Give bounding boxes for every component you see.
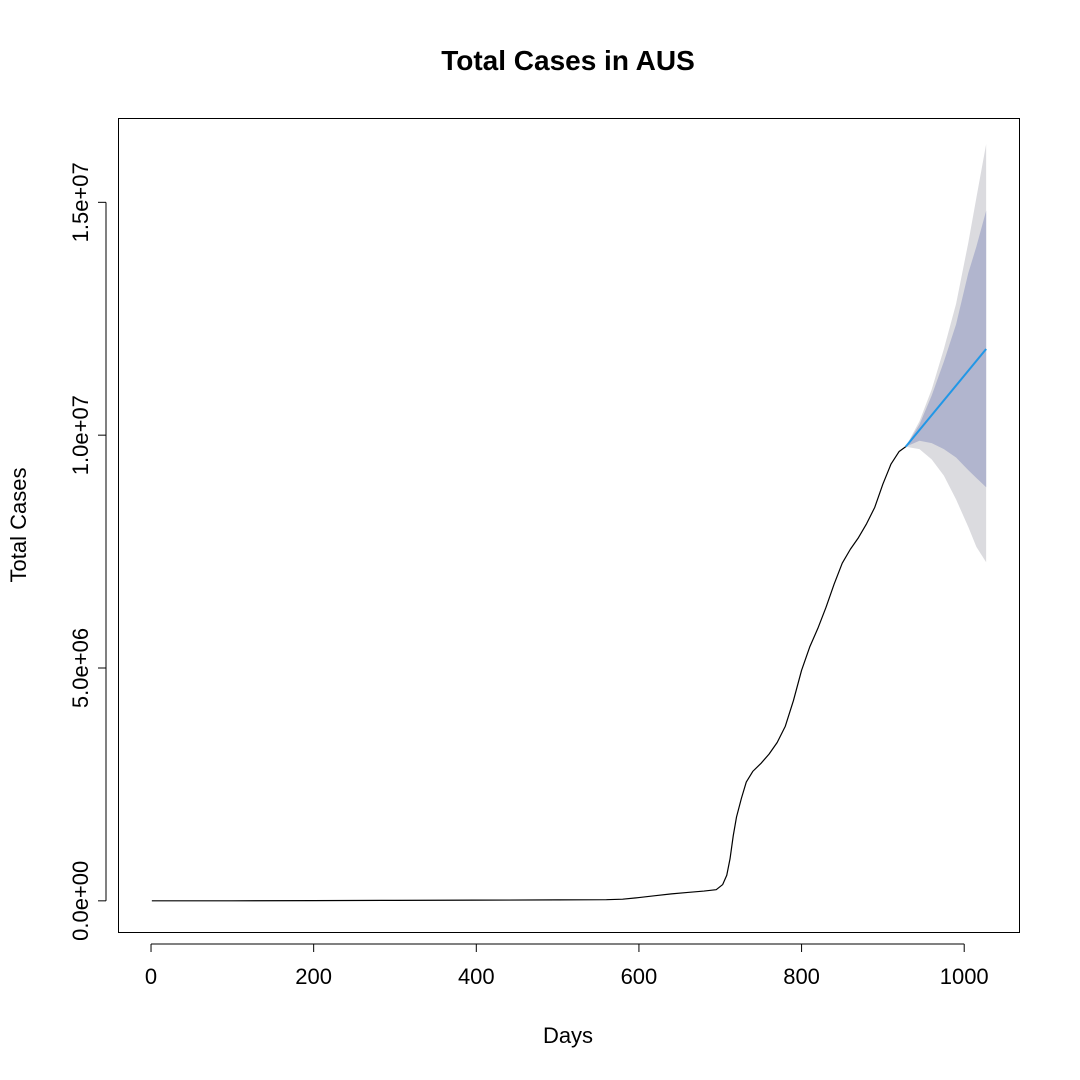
x-tick-label: 800 — [783, 964, 820, 989]
series-lines — [151, 348, 987, 902]
x-tick-label: 1000 — [940, 964, 989, 989]
y-axis-label: Total Cases — [6, 468, 31, 583]
x-tick-label: 200 — [295, 964, 332, 989]
x-axis: 0 200 400 600 800 1000 — [145, 943, 989, 989]
x-tick-label: 0 — [145, 964, 157, 989]
forecast-bands — [905, 144, 987, 563]
forecast-line — [904, 348, 987, 448]
y-tick-label: 0.0e+00 — [68, 861, 93, 941]
y-tick-label: 1.5e+07 — [68, 162, 93, 242]
plot-frame — [118, 118, 1020, 933]
observed-line — [151, 446, 907, 902]
y-axis: 0.0e+00 5.0e+06 1.0e+07 1.5e+07 — [68, 162, 107, 941]
x-axis-label: Days — [543, 1023, 593, 1048]
x-tick-label: 400 — [458, 964, 495, 989]
chart-title: Total Cases in AUS — [441, 45, 695, 76]
y-tick-label: 1.0e+07 — [68, 395, 93, 475]
x-tick-label: 600 — [621, 964, 658, 989]
forecast-band-80pct — [905, 210, 987, 488]
y-tick-label: 5.0e+06 — [68, 628, 93, 708]
